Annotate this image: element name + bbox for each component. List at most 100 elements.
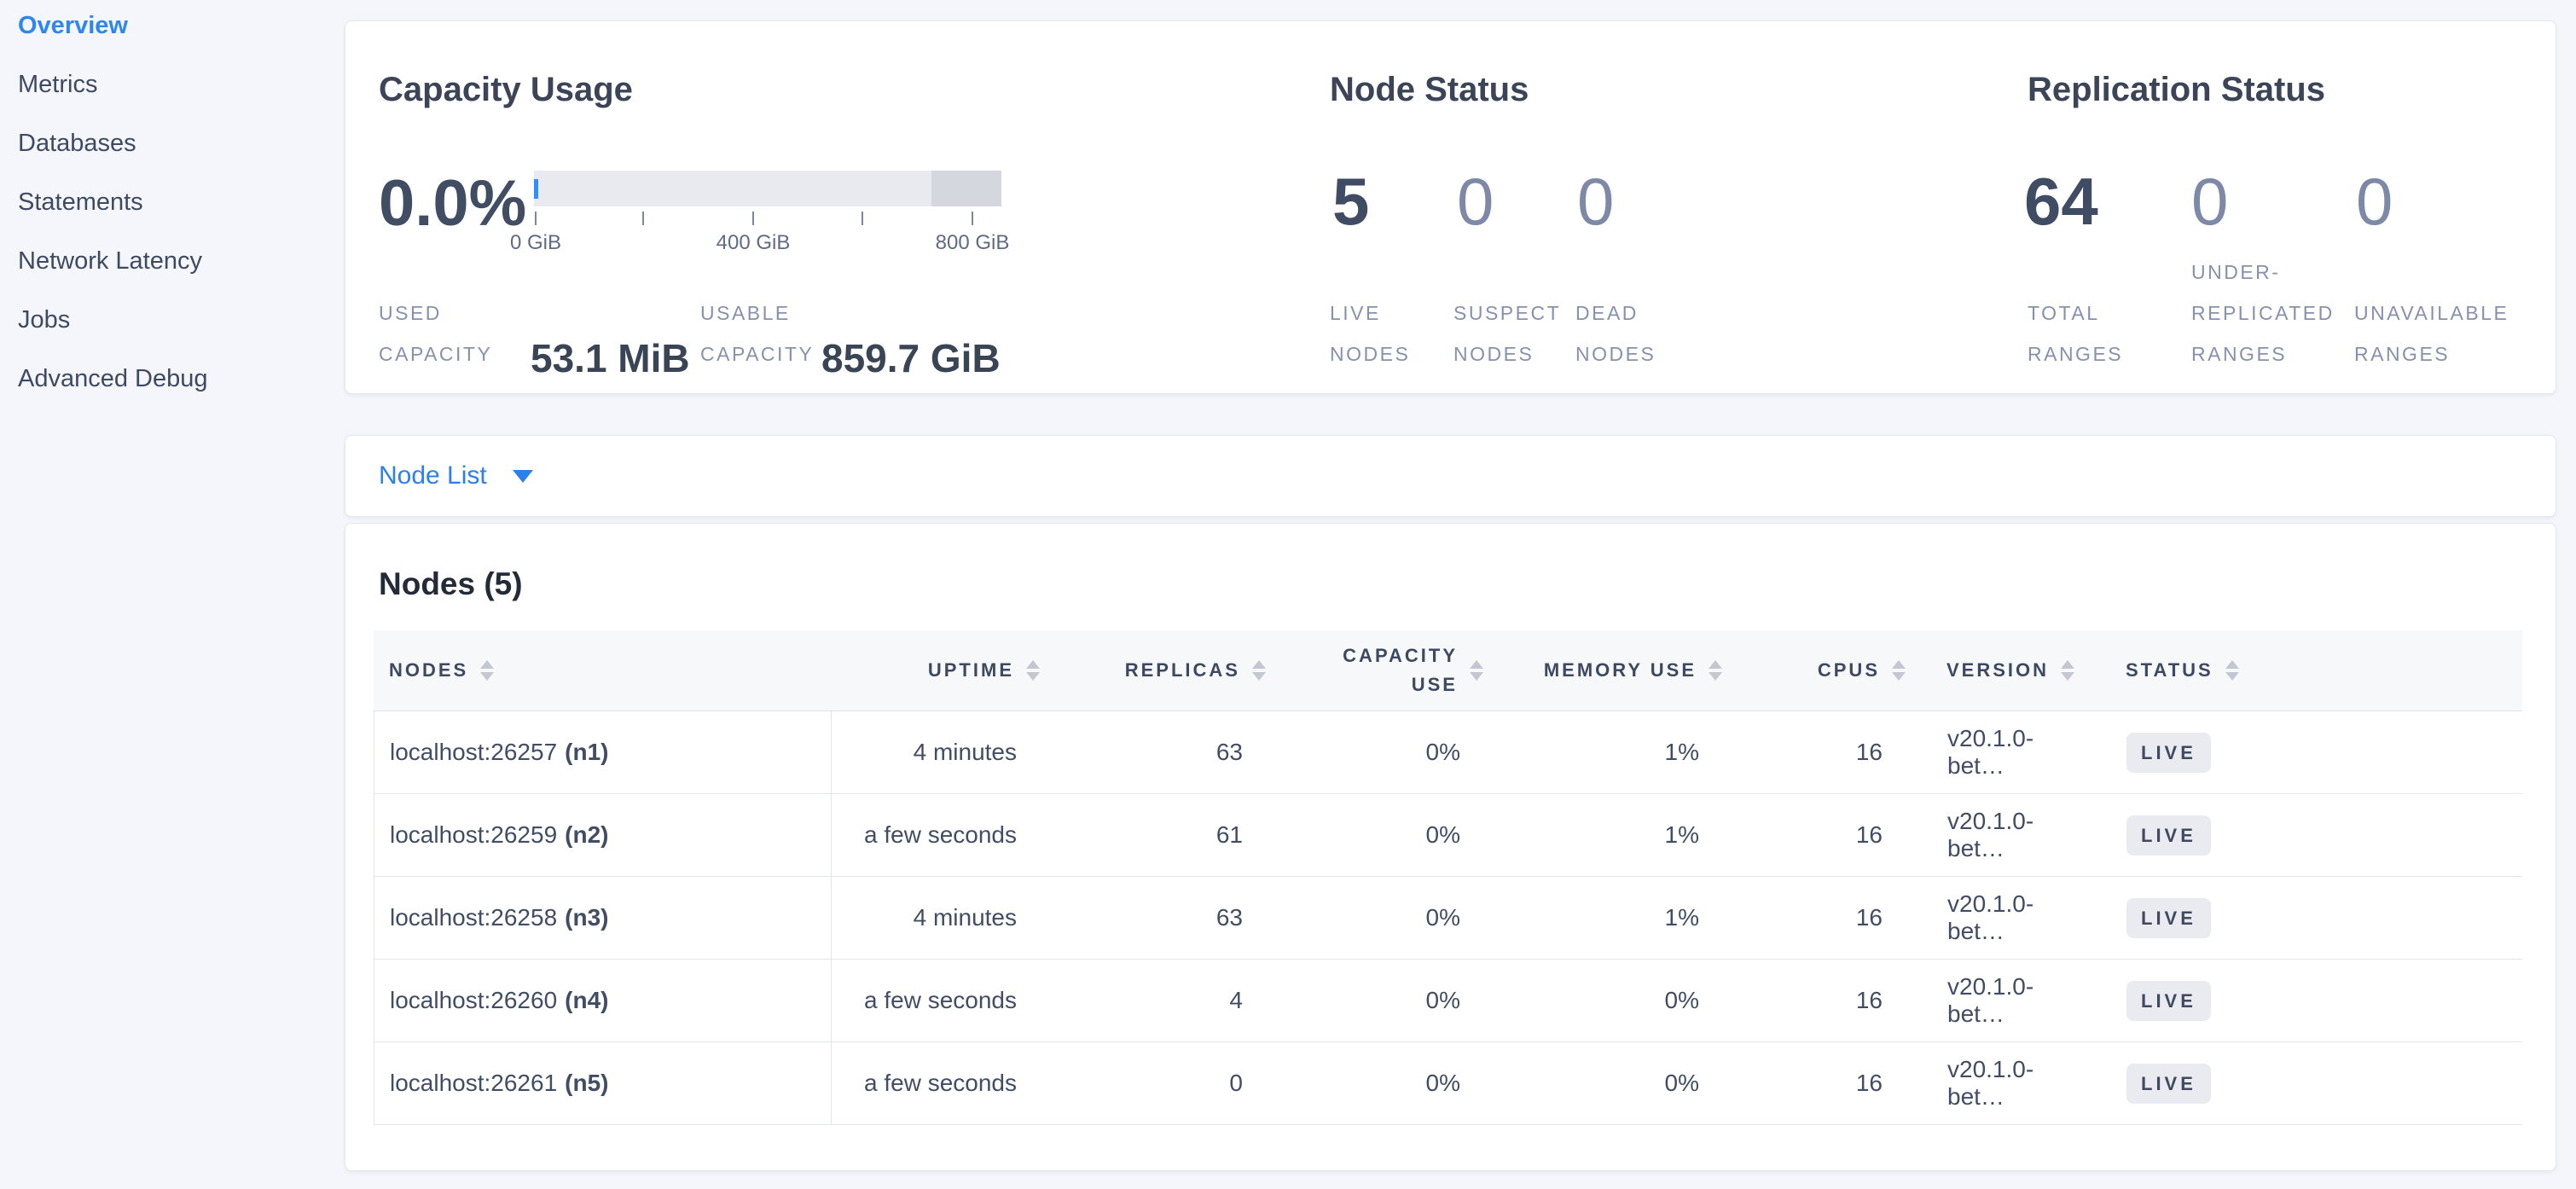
sidebar-item-advanced-debug[interactable]: Advanced Debug (18, 365, 208, 392)
under-replicated-ranges-label: UNDER-REPLICATED RANGES (2191, 261, 2335, 365)
capacity-bar-used-marker (534, 179, 538, 199)
capacity-use-cell: 0% (1425, 821, 1460, 848)
status-cell: LIVE (2087, 711, 2523, 793)
node-name-cell[interactable]: localhost:26258 (n3) (374, 877, 832, 959)
live-status-badge: LIVE (2126, 815, 2211, 856)
node-id: (n3) (565, 904, 609, 931)
axis-tick (642, 212, 644, 225)
sort-icon[interactable] (1026, 660, 1040, 681)
column-header-status[interactable]: STATUS (2086, 630, 2522, 710)
node-host: localhost:26257 (390, 739, 558, 765)
replication-status-title: Replication Status (2028, 71, 2325, 108)
usable-capacity-label: USABLE CAPACITY (700, 302, 815, 365)
node-id: (n5) (565, 1070, 609, 1096)
column-header-capacity-use-label: CAPACITY USE (1343, 644, 1458, 695)
memory-use-cell: 1% (1664, 821, 1699, 848)
sidebar-item-jobs[interactable]: Jobs (18, 306, 71, 334)
axis-label-800gib: 800 GiB (935, 231, 1010, 254)
sidebar-item-network-latency[interactable]: Network Latency (18, 247, 202, 275)
sidebar-item-overview[interactable]: Overview (18, 12, 128, 39)
total-ranges-label: TOTAL RANGES (2028, 302, 2124, 365)
node-id: (n2) (565, 821, 609, 848)
cluster-summary-panel: Capacity Usage 0.0% 0 GiB 400 GiB 800 Gi… (345, 20, 2556, 394)
table-body: localhost:26257 (n1) 4 minutes 63 0% 1% … (374, 711, 2522, 1125)
table-row-n1[interactable]: localhost:26257 (n1) 4 minutes 63 0% 1% … (374, 711, 2522, 794)
sidebar-nav: Overview Metrics Databases Statements Ne… (0, 0, 339, 409)
uptime-cell: 4 minutes (913, 739, 1017, 765)
table-row-n4[interactable]: localhost:26260 (n4) a few seconds 4 0% … (374, 960, 2522, 1042)
live-status-badge: LIVE (2126, 897, 2211, 938)
column-header-memory-use[interactable]: MEMORY USE (1485, 630, 1724, 710)
capacity-bar-chart (534, 171, 1001, 206)
memory-use-cell: 1% (1664, 739, 1699, 765)
status-cell: LIVE (2087, 877, 2523, 959)
column-header-uptime[interactable]: UPTIME (831, 630, 1041, 710)
node-status-title: Node Status (1330, 71, 1529, 108)
nodes-panel: Nodes (5) NODES UPTIME REPLICAS CAPACITY… (345, 523, 2556, 1171)
cpus-cell: 16 (1855, 987, 1883, 1013)
column-header-version[interactable]: VERSION (1907, 630, 2086, 710)
unavailable-ranges-count: 0 (2356, 164, 2393, 239)
sort-icon[interactable] (2061, 660, 2075, 681)
node-name-cell[interactable]: localhost:26261 (n5) (374, 1042, 832, 1124)
replicas-cell: 61 (1215, 821, 1243, 848)
column-header-version-label: VERSION (1947, 659, 2050, 681)
column-header-uptime-label: UPTIME (927, 659, 1014, 681)
table-row-n5[interactable]: localhost:26261 (n5) a few seconds 0 0% … (374, 1042, 2522, 1125)
memory-use-cell: 1% (1664, 904, 1699, 931)
table-row-n3[interactable]: localhost:26258 (n3) 4 minutes 63 0% 1% … (374, 877, 2522, 960)
nodes-table: NODES UPTIME REPLICAS CAPACITY USE MEMOR… (374, 630, 2522, 1125)
live-status-badge: LIVE (2126, 980, 2211, 1021)
cpus-cell: 16 (1855, 1070, 1883, 1096)
column-header-nodes-label: NODES (389, 659, 469, 681)
suspect-nodes-label: SUSPECT NODES (1453, 302, 1561, 365)
node-name-cell[interactable]: localhost:26257 (n1) (374, 711, 832, 793)
column-header-capacity-use[interactable]: CAPACITY USE (1268, 630, 1485, 710)
replicas-cell: 0 (1229, 1070, 1243, 1096)
dead-nodes-label: DEAD NODES (1575, 302, 1656, 365)
nodes-table-title: Nodes (5) (379, 566, 523, 601)
sort-icon[interactable] (1892, 660, 1906, 681)
status-cell: LIVE (2087, 960, 2523, 1041)
node-id: (n1) (565, 739, 609, 765)
version-cell: v20.1.0-bet… (1947, 725, 2034, 779)
axis-tick (862, 212, 863, 225)
status-cell: LIVE (2087, 1042, 2523, 1124)
memory-use-cell: 0% (1664, 987, 1699, 1013)
version-cell: v20.1.0-bet… (1947, 1056, 2034, 1110)
capacity-use-cell: 0% (1425, 1070, 1460, 1096)
live-nodes-label: LIVE NODES (1330, 302, 1411, 365)
node-list-dropdown[interactable]: Node List (379, 461, 533, 490)
node-list-dropdown-label: Node List (379, 461, 487, 490)
unavailable-ranges-label: UNAVAILABLE RANGES (2354, 302, 2509, 365)
view-selector-panel: Node List (345, 435, 2556, 517)
uptime-cell: a few seconds (864, 1070, 1017, 1096)
suspect-nodes-count: 0 (1457, 164, 1494, 239)
version-cell: v20.1.0-bet… (1947, 808, 2034, 861)
axis-tick (752, 212, 754, 225)
table-header-row: NODES UPTIME REPLICAS CAPACITY USE MEMOR… (374, 630, 2522, 711)
node-id: (n4) (565, 987, 609, 1013)
column-header-cpus[interactable]: CPUS (1724, 630, 1907, 710)
table-row-n2[interactable]: localhost:26259 (n2) a few seconds 61 0%… (374, 794, 2522, 877)
node-name-cell[interactable]: localhost:26260 (n4) (374, 960, 832, 1041)
sort-icon[interactable] (1252, 660, 1266, 681)
column-header-nodes[interactable]: NODES (374, 630, 831, 710)
node-name-cell[interactable]: localhost:26259 (n2) (374, 794, 832, 876)
sort-icon[interactable] (1709, 660, 1722, 681)
cpus-cell: 16 (1855, 904, 1883, 931)
replicas-cell: 63 (1215, 739, 1243, 765)
used-capacity-value: 53.1 MiB (531, 336, 690, 380)
sidebar-item-statements[interactable]: Statements (18, 188, 143, 216)
axis-label-400gib: 400 GiB (716, 231, 791, 254)
sort-icon[interactable] (2225, 660, 2239, 681)
column-header-replicas[interactable]: REPLICAS (1041, 630, 1268, 710)
sidebar-item-databases[interactable]: Databases (18, 130, 136, 157)
replicas-cell: 4 (1229, 987, 1243, 1013)
sidebar-item-metrics[interactable]: Metrics (18, 71, 98, 98)
sort-icon[interactable] (480, 660, 495, 681)
version-cell: v20.1.0-bet… (1947, 890, 2034, 944)
usable-capacity-value: 859.7 GiB (821, 336, 1001, 380)
sort-icon[interactable] (1470, 660, 1483, 681)
